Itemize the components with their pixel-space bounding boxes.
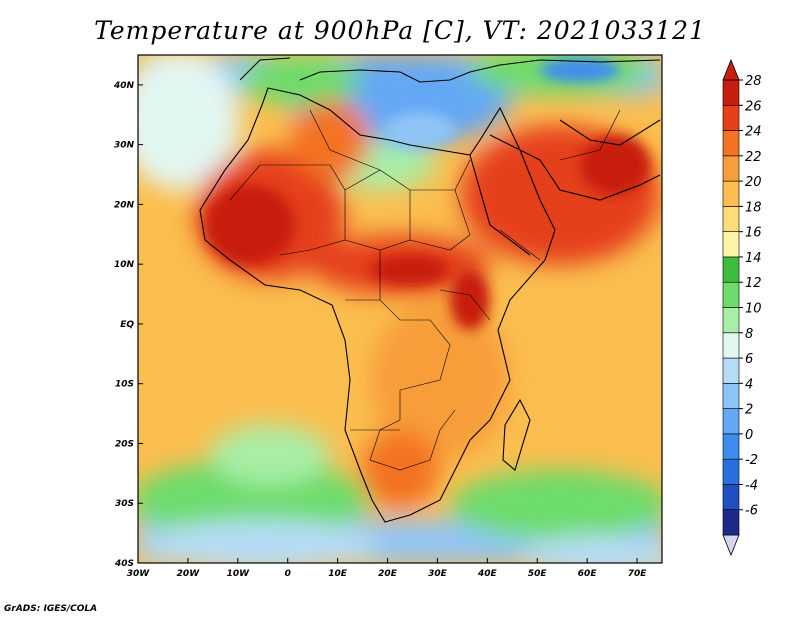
lon-tick-label: 70E — [628, 569, 648, 579]
colorbar-swatch — [722, 206, 740, 232]
credit-label: GrADS: IGES/COLA — [4, 604, 98, 614]
colorbar-swatch — [722, 231, 740, 258]
lon-tick-label: 10E — [328, 569, 348, 579]
lat-tick-label: 10N — [114, 260, 135, 270]
lon-tick-label: 60E — [578, 569, 598, 579]
colorbar-swatch — [722, 180, 740, 207]
colorbar-label: 28 — [745, 74, 762, 89]
colorbar-swatch — [722, 130, 740, 157]
colorbar-label: 0 — [745, 428, 753, 443]
lon-tick-label: 20W — [177, 569, 201, 579]
colorbar-label: 20 — [745, 175, 762, 190]
colorbar-label: 10 — [745, 302, 762, 317]
lon-tick-label: 0 — [285, 569, 291, 579]
temperature-field — [138, 55, 662, 563]
colorbar-label: 18 — [745, 200, 762, 215]
colorbar-label: -4 — [745, 478, 758, 493]
colorbar-swatch — [722, 256, 740, 283]
lon-tick-label: 10W — [227, 569, 251, 579]
lat-tick-label: 30N — [114, 141, 135, 151]
colorbar-swatch — [722, 281, 740, 308]
colorbar-label: 24 — [745, 125, 762, 140]
lon-tick-label: 40E — [477, 569, 498, 579]
lat-tick-label: 40N — [113, 81, 135, 91]
colorbar-low-extend — [722, 534, 740, 557]
colorbar-label: 14 — [745, 251, 762, 266]
lon-tick-label: 50E — [528, 569, 548, 579]
colorbar-label: 6 — [745, 352, 753, 367]
colorbar-label: -6 — [745, 504, 758, 519]
colorbar-label: 16 — [745, 226, 762, 241]
lon-tick-label: 30E — [428, 569, 448, 579]
colorbar-label: 22 — [745, 150, 762, 165]
colorbar-swatch — [722, 458, 740, 485]
map-frame — [137, 54, 663, 564]
colorbar-label: 2 — [745, 403, 753, 418]
lat-tick-label: 20S — [115, 439, 134, 449]
coastlines — [199, 57, 661, 523]
lat-tick-label: 20N — [114, 200, 135, 210]
colorbar-label: 8 — [745, 327, 753, 342]
lat-tick-label: 30S — [115, 499, 134, 509]
lat-tick-label: 10S — [115, 380, 134, 390]
colorbar-swatch — [722, 433, 740, 460]
colorbar-label: 26 — [745, 99, 762, 114]
lon-tick-label: 30W — [127, 569, 151, 579]
country-borders — [229, 109, 621, 471]
colorbar-label: 12 — [745, 276, 762, 291]
map-title: Temperature at 900hPa [C], VT: 202103312… — [94, 16, 706, 45]
lon-tick-label: 20E — [378, 569, 398, 579]
colorbar-swatch — [722, 408, 740, 435]
colorbar-swatch — [722, 79, 740, 106]
lat-tick-label: 40S — [114, 559, 134, 569]
colorbar-swatch — [722, 307, 740, 334]
lat-tick-label: EQ — [120, 320, 134, 330]
colorbar-swatch — [722, 509, 740, 536]
colorbar-swatch — [722, 383, 740, 409]
colorbar-high-extend — [722, 58, 740, 81]
colorbar-label: 4 — [745, 377, 753, 392]
colorbar-swatch — [722, 484, 740, 511]
axis-ticks: 30W 20W 10W 0 10E 20E 30E 40E 50E 60E 70E 40N 30N 20N… — [113, 81, 647, 579]
colorbar-swatch — [722, 104, 740, 131]
colorbar-swatch — [722, 332, 740, 359]
colorbar-swatch — [722, 155, 740, 182]
colorbar-swatch — [722, 357, 740, 384]
colorbar-label: -2 — [745, 453, 758, 468]
